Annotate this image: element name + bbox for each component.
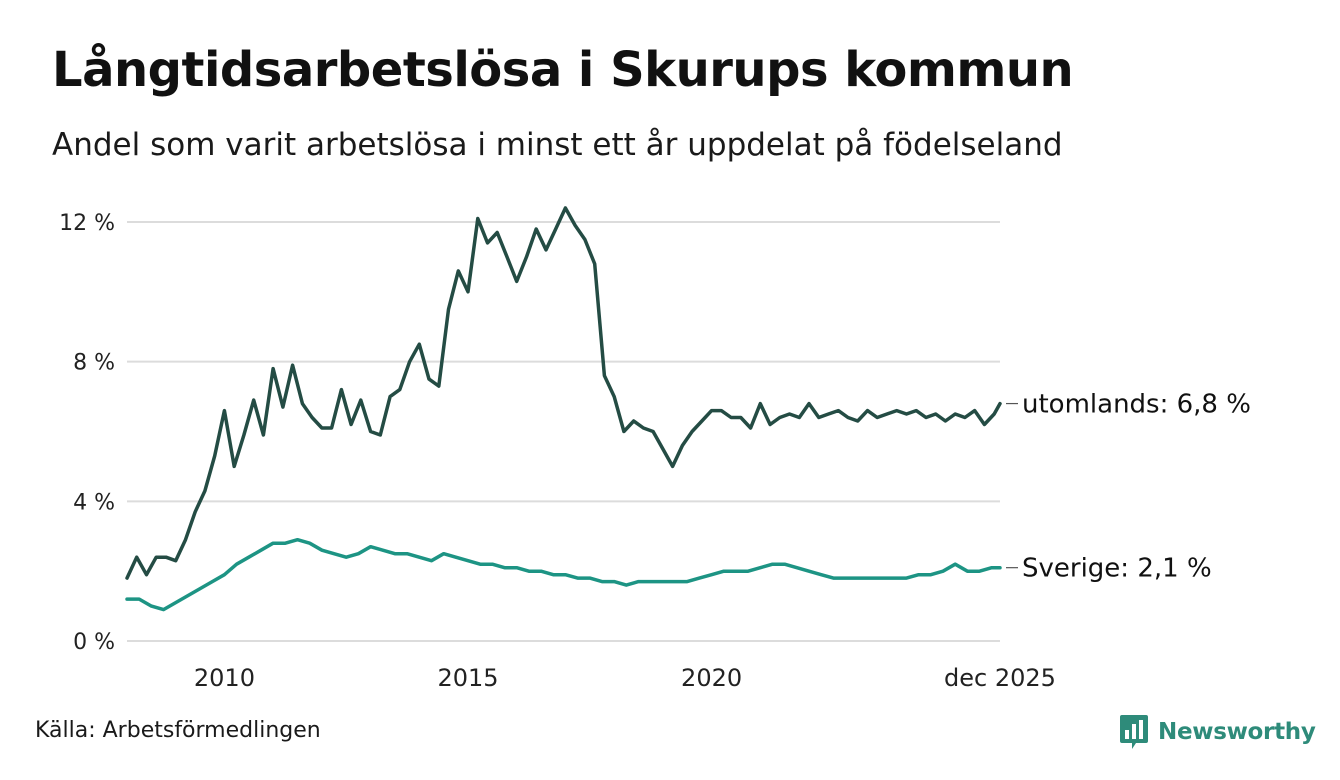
source-note: Källa: Arbetsförmedlingen bbox=[35, 718, 321, 743]
brand-name: Newsworthy bbox=[1158, 719, 1316, 745]
series-lines bbox=[125, 206, 1002, 612]
x-tick-label: 2015 bbox=[437, 664, 498, 692]
chart-subtitle: Andel som varit arbetslösa i minst ett å… bbox=[52, 127, 1063, 163]
y-axis-ticks: 0 % 4 % 8 % 12 % bbox=[59, 211, 115, 655]
end-label-sverige: Sverige: 2,1 % bbox=[1022, 554, 1212, 584]
x-tick-label: dec 2025 bbox=[944, 664, 1056, 692]
grid-lines bbox=[127, 221, 1000, 642]
line-chart: 0 % 4 % 8 % 12 % 2010 2015 2020 dec 2025 utoml… bbox=[59, 206, 1251, 692]
series-end-labels: utomlands: 6,8 % Sverige: 2,1 % bbox=[1006, 390, 1251, 584]
y-tick-label: 12 % bbox=[59, 211, 115, 236]
y-tick-label: 0 % bbox=[73, 630, 115, 655]
y-tick-label: 8 % bbox=[73, 351, 115, 376]
series-line-sverige bbox=[125, 537, 1002, 612]
x-tick-label: 2010 bbox=[194, 664, 255, 692]
bar-chart-bubble-icon bbox=[1120, 715, 1148, 749]
x-axis-ticks: 2010 2015 2020 dec 2025 bbox=[194, 664, 1056, 692]
series-line-utomlands bbox=[125, 206, 1002, 580]
x-tick-label: 2020 bbox=[681, 664, 742, 692]
brand-logo[interactable]: Newsworthy bbox=[1118, 712, 1316, 752]
y-tick-label: 4 % bbox=[73, 490, 115, 515]
end-label-utomlands: utomlands: 6,8 % bbox=[1022, 390, 1251, 420]
chart-title: Långtidsarbetslösa i Skurups kommun bbox=[52, 42, 1074, 98]
